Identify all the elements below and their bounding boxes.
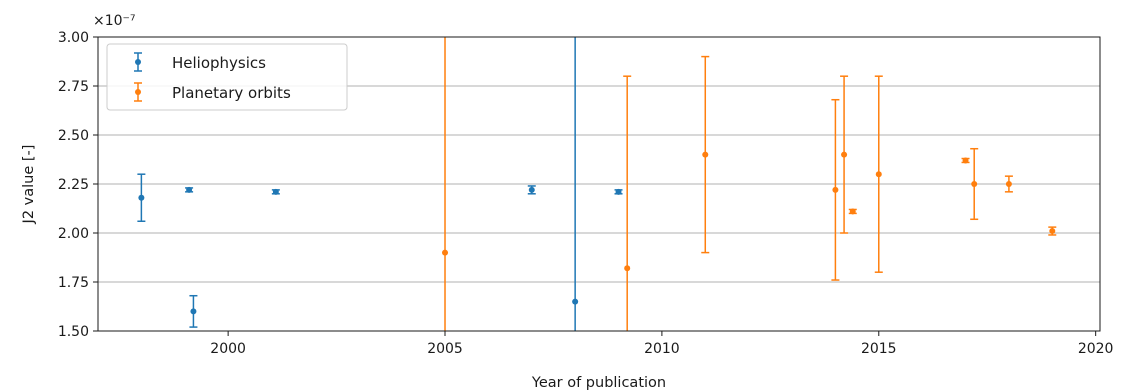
data-point-1-3 [831, 98, 840, 281]
x-tick-label-1: 2005 [427, 341, 463, 357]
y-axis-ticks: 1.50 1.75 2.00 2.25 2.50 2.75 3.00 [58, 30, 98, 340]
marker-1-0 [442, 249, 449, 256]
legend: Heliophysics Planetary orbits [106, 43, 348, 111]
data-point-0-6 [614, 188, 623, 195]
x-tick-label-0: 2000 [210, 341, 246, 357]
legend-dot-1 [135, 89, 141, 95]
data-point-1-9 [1004, 175, 1013, 193]
x-tick-label-4: 2020 [1078, 341, 1114, 357]
marker-1-9 [1005, 181, 1012, 187]
marker-0-3 [272, 188, 279, 195]
marker-0-4 [528, 186, 535, 193]
data-point-1-6 [874, 75, 883, 273]
data-point-1-1 [623, 75, 632, 331]
data-point-1-7 [961, 157, 970, 164]
data-point-1-0 [442, 37, 449, 331]
y-tick-label-4: 2.50 [58, 128, 89, 144]
y-tick-label-2: 2.00 [58, 226, 89, 242]
marker-1-8 [971, 181, 978, 187]
legend-label-planetary-orbits: Planetary orbits [172, 84, 291, 102]
data-point-1-2 [701, 55, 710, 254]
marker-1-1 [624, 265, 631, 272]
series-1 [442, 37, 1057, 331]
marker-1-10 [1049, 228, 1056, 235]
legend-marker-heliophysics [134, 52, 142, 72]
y-tick-label-5: 2.75 [58, 79, 89, 95]
data-point-1-10 [1048, 226, 1057, 236]
x-axis-label: Year of publication [531, 375, 666, 391]
marker-1-2 [702, 151, 709, 158]
y-offset-label: ×10⁻⁷ [93, 13, 136, 29]
data-point-1-8 [970, 147, 979, 221]
y-tick-label-1: 1.75 [58, 275, 89, 291]
y-tick-label-0: 1.50 [58, 324, 89, 340]
marker-0-5 [572, 298, 579, 305]
marker-0-2 [190, 308, 197, 315]
legend-label-heliophysics: Heliophysics [172, 54, 266, 72]
marker-1-6 [875, 171, 882, 178]
marker-1-7 [962, 157, 969, 164]
marker-1-3 [832, 186, 839, 193]
data-series [137, 37, 1057, 331]
legend-dot-0 [135, 59, 141, 65]
x-axis-ticks: 2000 2005 2010 2015 2020 [210, 331, 1113, 357]
y-axis-label: J2 value [-] [21, 145, 37, 225]
data-point-0-4 [527, 185, 536, 195]
data-point-1-4 [840, 75, 849, 234]
x-tick-label-3: 2015 [861, 341, 897, 357]
y-tick-label-6: 3.00 [58, 30, 89, 46]
marker-0-1 [186, 186, 193, 193]
marker-0-0 [138, 194, 145, 201]
x-tick-label-2: 2010 [644, 341, 680, 357]
data-point-0-3 [271, 188, 280, 195]
data-point-0-2 [189, 294, 198, 328]
data-point-1-5 [848, 208, 857, 215]
data-point-0-5 [572, 37, 579, 331]
y-tick-label-3: 2.25 [58, 177, 89, 193]
data-point-0-0 [137, 173, 146, 222]
legend-box [106, 43, 348, 111]
marker-1-4 [841, 151, 848, 158]
marker-0-6 [615, 188, 622, 195]
legend-marker-planetary-orbits [134, 82, 142, 102]
marker-1-5 [849, 208, 856, 215]
data-point-0-1 [185, 186, 194, 193]
series-0 [137, 37, 623, 331]
